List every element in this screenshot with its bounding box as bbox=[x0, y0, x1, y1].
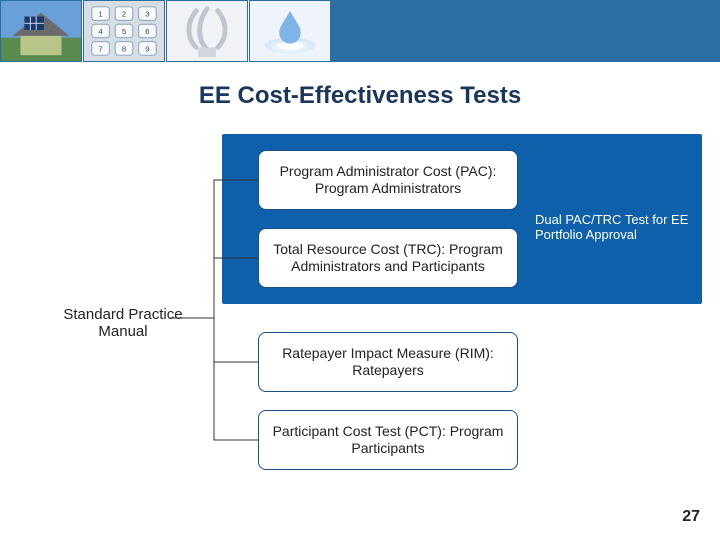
svg-text:5: 5 bbox=[122, 27, 126, 36]
box-rim: Ratepayer Impact Measure (RIM): Ratepaye… bbox=[258, 332, 518, 392]
header-bar bbox=[330, 0, 720, 62]
page-number: 27 bbox=[682, 508, 700, 526]
svg-text:3: 3 bbox=[145, 10, 149, 19]
slide-root: 1 2 3 4 5 6 7 8 9 bbox=[0, 0, 720, 540]
svg-text:7: 7 bbox=[98, 44, 102, 53]
svg-text:9: 9 bbox=[145, 44, 149, 53]
svg-text:1: 1 bbox=[98, 10, 102, 19]
header-thumb-0 bbox=[0, 0, 82, 62]
box-trc: Total Resource Cost (TRC): Program Admin… bbox=[258, 228, 518, 288]
header-thumb-2 bbox=[166, 0, 248, 62]
annotation-dual-test: Dual PAC/TRC Test for EE Portfolio Appro… bbox=[535, 212, 695, 242]
svg-text:4: 4 bbox=[98, 27, 103, 36]
header-thumb-1: 1 2 3 4 5 6 7 8 9 bbox=[83, 0, 165, 62]
box-pac: Program Administrator Cost (PAC): Progra… bbox=[258, 150, 518, 210]
svg-text:6: 6 bbox=[145, 27, 149, 36]
header-strip: 1 2 3 4 5 6 7 8 9 bbox=[0, 0, 720, 62]
svg-text:2: 2 bbox=[122, 10, 126, 19]
header-thumb-3 bbox=[249, 0, 331, 62]
source-label: Standard Practice Manual bbox=[48, 306, 198, 340]
svg-text:8: 8 bbox=[122, 44, 126, 53]
slide-title: EE Cost-Effectiveness Tests bbox=[0, 82, 720, 110]
box-pct: Participant Cost Test (PCT): Program Par… bbox=[258, 410, 518, 470]
